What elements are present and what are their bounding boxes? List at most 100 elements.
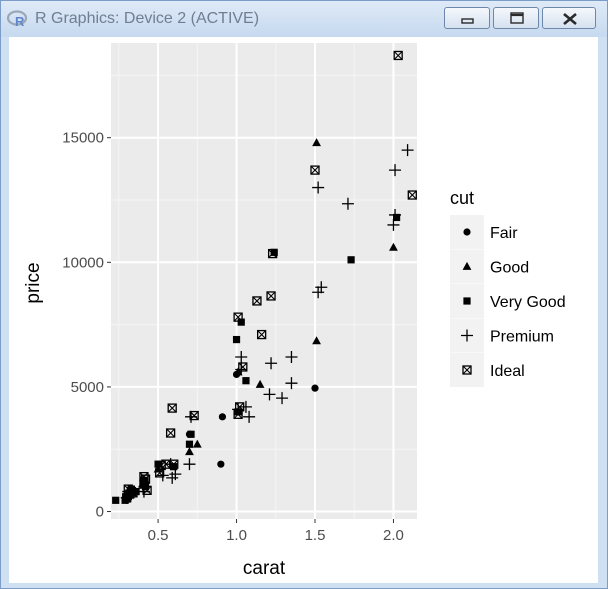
point-very-good [170, 463, 178, 471]
point-very-good [232, 335, 241, 344]
maximize-button[interactable] [493, 7, 539, 29]
point-good [312, 336, 321, 345]
point-very-good [242, 377, 250, 385]
title-bar[interactable]: R R Graphics: Device 2 (ACTIVE) [1, 1, 607, 37]
point-premium [243, 410, 256, 423]
x-tick-label: 2.0 [383, 527, 404, 544]
point-ideal [167, 403, 177, 413]
legend-title: cut [450, 188, 474, 208]
minimize-button[interactable] [444, 7, 490, 29]
y-tick-label: 15000 [62, 130, 104, 147]
close-icon [563, 13, 577, 25]
point-very-good [154, 460, 162, 468]
r-logo-icon: R [7, 10, 28, 29]
point-ideal [165, 428, 176, 438]
legend: cut Fair Good Very Good Premium Ideal [450, 188, 566, 387]
window-title: R Graphics: Device 2 (ACTIVE) [35, 10, 260, 27]
close-button[interactable] [542, 7, 596, 29]
point-good [255, 379, 265, 388]
point-very-good [185, 440, 194, 448]
point-ideal [256, 329, 267, 340]
legend-label-ideal: Ideal [490, 363, 525, 380]
point-ideal [154, 468, 165, 478]
point-good [185, 447, 194, 456]
point-premium [265, 357, 278, 370]
point-fair [217, 460, 225, 468]
point-fair [311, 384, 319, 392]
point-very-good [112, 496, 120, 504]
y-axis-label: price [23, 262, 44, 303]
point-ideal [233, 409, 243, 419]
legend-symbol-fair [463, 228, 471, 236]
legend-label-premium: Premium [490, 329, 554, 346]
legend-symbol-premium [461, 329, 473, 342]
point-premium [285, 351, 298, 364]
point-premium [276, 392, 289, 405]
legend-label-fair: Fair [490, 225, 518, 242]
point-good [312, 138, 321, 147]
point-fair [218, 413, 227, 421]
point-very-good [237, 318, 245, 326]
point-ideal [310, 165, 320, 175]
legend-item-fair: Fair [450, 215, 518, 249]
legend-item-very-good: Very Good [450, 284, 566, 318]
point-premium [263, 388, 276, 401]
legend-label-good: Good [490, 260, 529, 277]
point-very-good [187, 430, 195, 438]
point-good [233, 367, 243, 376]
y-tick-label: 10000 [62, 254, 104, 271]
grid-major [111, 43, 417, 519]
point-very-good [347, 256, 355, 264]
x-tick-label: 1.5 [305, 527, 326, 544]
point-premium [401, 144, 414, 157]
point-ideal [189, 410, 199, 421]
point-ideal [238, 362, 248, 372]
legend-symbol-ideal [462, 365, 472, 375]
legend-label-very-good: Very Good [490, 294, 566, 311]
point-premium [341, 197, 354, 210]
x-axis-label: carat [243, 558, 286, 579]
point-premium [285, 377, 298, 390]
point-ideal [407, 190, 417, 200]
x-tick-label: 1.0 [226, 527, 247, 544]
point-premium [239, 400, 252, 413]
point-ideal [142, 485, 152, 495]
x-tick-label: 0.5 [148, 527, 169, 544]
point-ideal [252, 296, 262, 306]
point-ideal [161, 459, 171, 469]
point-premium [387, 218, 400, 231]
legend-item-good: Good [450, 249, 529, 284]
point-very-good [393, 213, 401, 222]
plot-area: 0 5000 10000 15000 0.5 1.0 1.5 2.0 carat price… [9, 37, 598, 583]
point-premium [315, 281, 328, 294]
point-premium [312, 286, 325, 299]
legend-item-ideal: Ideal [450, 353, 525, 387]
point-ideal [233, 312, 243, 322]
y-tick-label: 5000 [71, 379, 104, 396]
maximize-icon [510, 12, 524, 24]
y-axis-ticks: 0 5000 10000 15000 [62, 130, 111, 521]
point-good [389, 242, 398, 251]
x-axis-ticks: 0.5 1.0 1.5 2.0 [148, 519, 404, 544]
point-ideal [393, 50, 403, 61]
point-premium [166, 471, 179, 484]
point-premium [389, 208, 402, 221]
point-very-good [132, 487, 140, 496]
y-tick-label: 0 [96, 504, 104, 521]
point-premium [183, 458, 196, 471]
minimize-icon [461, 18, 474, 24]
point-premium [312, 181, 325, 194]
data-points [112, 50, 417, 504]
plot-panel [111, 43, 417, 519]
legend-symbol-good [462, 261, 472, 270]
point-premium [235, 351, 248, 364]
svg-text:R: R [15, 14, 25, 29]
point-premium [389, 164, 402, 177]
point-ideal [266, 291, 276, 301]
point-very-good [121, 496, 129, 504]
legend-symbol-very-good [463, 297, 471, 305]
legend-item-premium: Premium [450, 318, 554, 353]
point-ideal [267, 248, 278, 259]
point-ideal [128, 488, 138, 498]
